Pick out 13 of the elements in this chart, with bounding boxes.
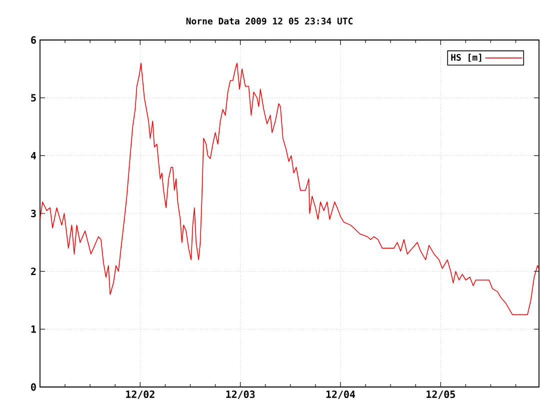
x-tick-label: 12/04	[326, 390, 356, 399]
x-tick-label: 12/03	[226, 390, 255, 399]
legend-label: HS [m]	[451, 54, 482, 62]
chart-title: Norne Data 2009 12 05 23:34 UTC	[186, 18, 353, 25]
y-tick-label: 1	[31, 326, 36, 333]
y-tick-label: 4	[30, 152, 36, 160]
x-tick-label: 12/02	[126, 390, 154, 399]
x-tick-label: 12/05	[426, 390, 455, 399]
y-tick-label: 0	[31, 383, 36, 391]
y-tick-label: 3	[31, 210, 36, 218]
y-tick-label: 2	[31, 268, 36, 276]
y-tick-label: 6	[31, 36, 36, 44]
y-tick-label: 5	[31, 94, 36, 102]
